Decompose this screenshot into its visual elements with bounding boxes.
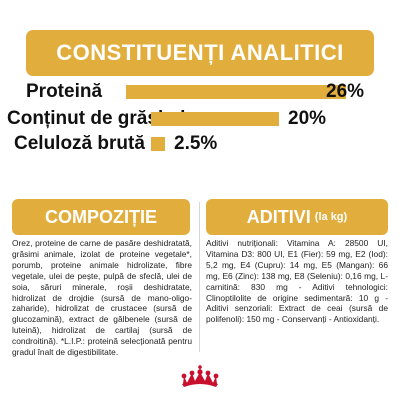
analytic-label: Celuloză brută	[14, 133, 145, 154]
analytic-bar	[151, 112, 279, 126]
additives-text: Aditivi nutriționali: Vitamina A: 28500 …	[206, 238, 388, 325]
analytic-row-fat: Conținut de grăsimi 20%	[7, 107, 367, 131]
analytic-row-fiber: Celuloză brută 2.5%	[14, 132, 234, 156]
additives-header: ADITIVI (la kg)	[206, 199, 388, 235]
composition-text: Orez, proteine de carne de pasăre deshid…	[12, 238, 192, 358]
additives-title: ADITIVI	[246, 206, 311, 227]
analytic-label: Conținut de grăsimi	[7, 108, 186, 129]
analytics-header: CONSTITUENȚI ANALITICI	[26, 30, 374, 76]
composition-title: COMPOZIȚIE	[45, 206, 157, 227]
analytic-row-protein: Proteină 26%	[26, 80, 376, 104]
analytic-value: 20%	[288, 108, 327, 129]
additives-unit: (la kg)	[314, 211, 348, 223]
analytic-label: Proteină	[26, 81, 103, 102]
analytic-bar	[126, 85, 346, 99]
analytic-value: 2.5%	[174, 133, 218, 154]
analytic-value: 26%	[326, 81, 365, 102]
analytics-title: CONSTITUENȚI ANALITICI	[56, 40, 344, 65]
composition-header: COMPOZIȚIE	[12, 199, 190, 235]
crown-logo-icon	[181, 365, 219, 387]
analytic-bar	[151, 137, 165, 151]
column-divider	[199, 202, 200, 352]
